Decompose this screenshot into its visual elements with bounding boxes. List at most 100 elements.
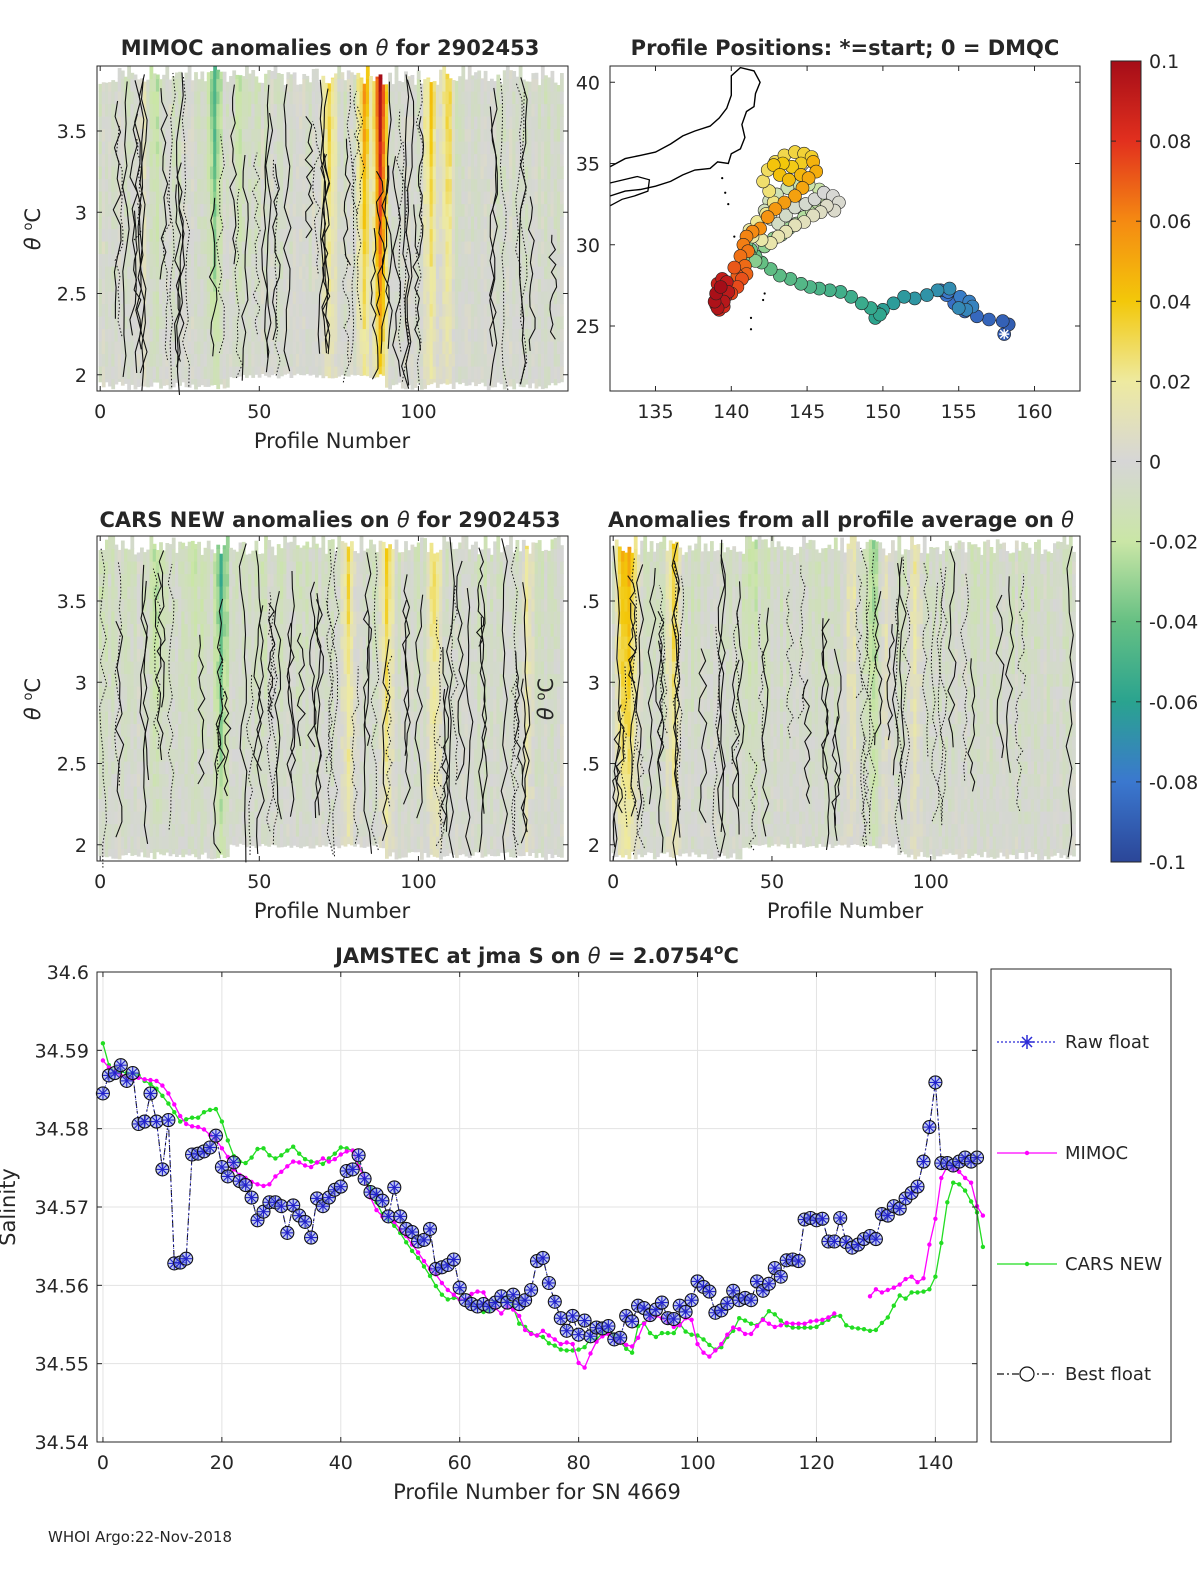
mimoc-cell [445, 266, 450, 280]
mimoc-cell [162, 141, 166, 155]
mimoc-cell [346, 78, 351, 92]
mimoc-cell [509, 153, 513, 167]
mimoc-cell [509, 353, 513, 367]
mimoc-cell [470, 178, 475, 192]
mimoc-cell [216, 166, 221, 180]
mimoc-cell [400, 141, 405, 155]
mimoc-cell [280, 366, 284, 377]
mimoc-cell [391, 253, 396, 267]
mimoc-cell [397, 253, 402, 267]
mimoc-cell [305, 353, 310, 367]
mimoc-cell [124, 316, 128, 330]
mimoc-cell [442, 178, 447, 192]
mimoc-cell [152, 91, 157, 105]
mimoc-cell [509, 91, 513, 105]
mimoc-cell [369, 76, 373, 80]
mimoc-cell [544, 178, 548, 192]
mimoc-cell [120, 166, 125, 180]
mimoc-cell [381, 303, 386, 317]
mimoc-cell [289, 353, 294, 367]
mimoc-cell [502, 203, 507, 217]
mimoc-cell [420, 241, 424, 255]
mimoc-cell [509, 253, 513, 267]
mimoc-cell [528, 203, 532, 217]
mimoc-cell [295, 366, 300, 374]
mimoc-cell [467, 366, 472, 380]
mimoc-cell [432, 91, 437, 105]
mimoc-cell [315, 103, 319, 117]
mimoc-cell [493, 366, 497, 380]
mimoc-cell [534, 203, 539, 217]
mimoc-cell [553, 328, 558, 342]
mimoc-cell [547, 291, 552, 305]
mimoc-cell [222, 278, 227, 292]
mimoc-cell [464, 328, 469, 342]
mimoc-cell [216, 241, 221, 255]
mimoc-cell [464, 341, 469, 355]
mimoc-cell [136, 141, 141, 155]
mimoc-cell [241, 228, 246, 242]
mimoc-cell [397, 328, 402, 342]
mimoc-cell [159, 153, 163, 167]
mimoc-cell [346, 278, 351, 292]
mimoc-cell [499, 203, 504, 217]
mimoc-cell [458, 291, 462, 305]
mimoc-cell [426, 77, 431, 80]
mimoc-cell [337, 153, 342, 167]
mimoc-cell [162, 291, 166, 305]
mimoc-cell [200, 153, 205, 167]
mimoc-cell [540, 341, 545, 355]
mimoc-cell [378, 203, 383, 217]
mimoc-cell [210, 216, 214, 230]
mimoc-cell [410, 103, 415, 117]
mimoc-cell [295, 91, 300, 105]
mimoc-cell [467, 103, 472, 117]
mimoc-cell [251, 191, 256, 205]
mimoc-cell [219, 141, 224, 155]
mimoc-cell [187, 241, 192, 255]
mimoc-cell [273, 91, 278, 105]
mimoc-cell [187, 78, 192, 92]
mimoc-cell [499, 141, 504, 155]
mimoc-cell [190, 178, 195, 192]
mimoc-cell [365, 241, 370, 255]
mimoc-cell [273, 216, 278, 230]
mimoc-cell [337, 228, 342, 242]
mimoc-cell [534, 378, 539, 389]
mimoc-cell [556, 278, 561, 292]
mimoc-cell [168, 166, 173, 180]
mimoc-cell [518, 191, 523, 205]
mimoc-cell [429, 166, 434, 180]
mimoc-cell [550, 303, 555, 317]
mimoc-cell [162, 103, 166, 117]
mimoc-cell [337, 191, 342, 205]
mimoc-cell [168, 178, 173, 192]
mimoc-cell [245, 191, 249, 205]
mimoc-cell [216, 128, 221, 142]
mimoc-cell [404, 203, 408, 217]
mimoc-cell [197, 366, 201, 380]
mimoc-cell [474, 203, 478, 217]
mimoc-cell [528, 253, 532, 267]
mimoc-cell [435, 378, 440, 388]
mimoc-cell [528, 328, 532, 342]
mimoc-cell [350, 191, 354, 205]
mimoc-cell [435, 153, 440, 167]
mimoc-cell [362, 153, 367, 167]
mimoc-cell [308, 328, 313, 342]
mimoc-cell [292, 191, 297, 205]
mimoc-cell [474, 328, 478, 342]
mimoc-cell [442, 253, 447, 267]
mimoc-cell [264, 341, 268, 355]
mimoc-cell [321, 103, 326, 117]
mimoc-cell [340, 291, 345, 305]
mimoc-cell [117, 316, 122, 330]
mimoc-cell [334, 328, 338, 342]
mimoc-cell [381, 103, 386, 117]
mimoc-cell [544, 353, 548, 367]
mimoc-cell [181, 291, 186, 305]
mimoc-cell [222, 366, 227, 380]
mimoc-cell [318, 116, 322, 130]
mimoc-cell [267, 166, 272, 180]
mimoc-cell [483, 91, 488, 105]
